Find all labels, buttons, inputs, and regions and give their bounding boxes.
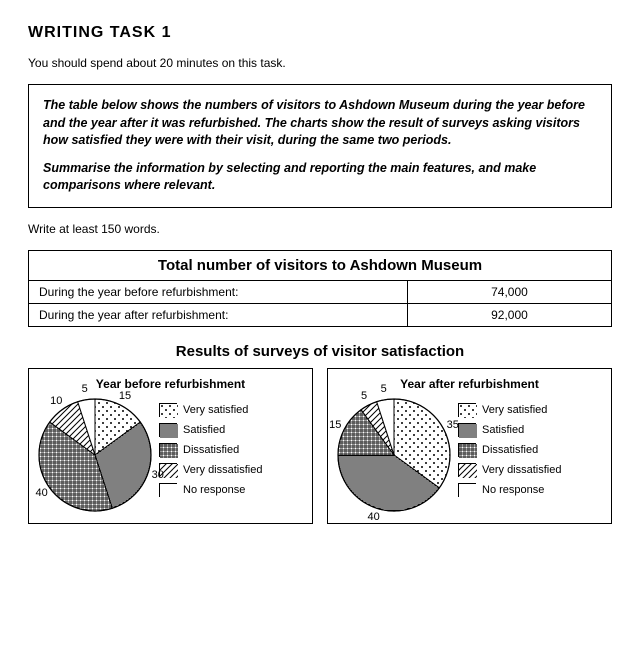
slice-label: 5 [361, 390, 367, 402]
slice-label: 40 [35, 487, 47, 499]
legend: Very satisfied Satisfied Dissatisfied Very … [458, 397, 603, 503]
slice-label: 30 [152, 469, 164, 481]
pie-chart: 153040105 [37, 397, 153, 513]
legend-swatch [159, 423, 177, 437]
slice-label: 5 [381, 383, 387, 395]
legend-swatch [458, 463, 476, 477]
chart-panel: Year before refurbishment15 30 40 10 5 Very s… [28, 368, 313, 524]
table-cell-value: 92,000 [407, 303, 611, 326]
page-title: WRITING TASK 1 [28, 24, 612, 42]
charts-row: Year before refurbishment153040105Very s… [28, 368, 612, 524]
legend-label: Very satisfied [482, 404, 547, 416]
legend-label: Very satisfied [183, 404, 248, 416]
slice-label: 5 [82, 383, 88, 395]
legend-label: Very dissatisfied [183, 464, 262, 476]
legend-swatch [159, 403, 177, 417]
legend-label: No response [183, 484, 245, 496]
legend-item: No response [159, 483, 304, 497]
legend-label: Dissatisfied [183, 444, 239, 456]
legend-swatch [458, 443, 476, 457]
legend-item: Very dissatisfied [159, 463, 304, 477]
table-cell-value: 74,000 [407, 280, 611, 303]
legend-swatch [159, 483, 177, 497]
legend-swatch [159, 443, 177, 457]
slice-label: 35 [447, 419, 459, 431]
task-description-box: The table below shows the numbers of vis… [28, 84, 612, 208]
legend-item: Very satisfied [159, 403, 304, 417]
time-note: You should spend about 20 minutes on thi… [28, 56, 612, 70]
legend-label: Satisfied [183, 424, 225, 436]
table-cell-label: During the year before refurbishment: [29, 280, 408, 303]
chart-panel-title: Year before refurbishment [37, 377, 304, 391]
legend-item: Dissatisfied [159, 443, 304, 457]
legend-label: Very dissatisfied [482, 464, 561, 476]
legend-swatch [458, 403, 476, 417]
legend-item: Very dissatisfied [458, 463, 603, 477]
word-count-note: Write at least 150 words. [28, 222, 612, 236]
legend-item: Satisfied [159, 423, 304, 437]
task-paragraph-1: The table below shows the numbers of vis… [43, 97, 597, 150]
legend-swatch [458, 423, 476, 437]
table-row: During the year before refurbishment:74,… [29, 280, 612, 303]
legend: Very satisfied Satisfied Dissatisfied Very … [159, 397, 304, 503]
chart-panel: Year after refurbishment35401555Very sat… [327, 368, 612, 524]
legend-label: No response [482, 484, 544, 496]
table-row: During the year after refurbishment:92,0… [29, 303, 612, 326]
legend-item: No response [458, 483, 603, 497]
slice-label: 40 [367, 511, 379, 523]
survey-title: Results of surveys of visitor satisfacti… [28, 343, 612, 360]
slice-label: 15 [119, 390, 131, 402]
legend-item: Satisfied [458, 423, 603, 437]
pie-chart: 35401555 [336, 397, 452, 513]
chart-panel-title: Year after refurbishment [336, 377, 603, 391]
legend-label: Satisfied [482, 424, 524, 436]
legend-swatch [458, 483, 476, 497]
slice-label: 15 [329, 419, 341, 431]
legend-label: Dissatisfied [482, 444, 538, 456]
legend-item: Very satisfied [458, 403, 603, 417]
visitors-table-title: Total number of visitors to Ashdown Muse… [28, 250, 612, 280]
visitors-table: Total number of visitors to Ashdown Muse… [28, 250, 612, 327]
task-paragraph-2: Summarise the information by selecting a… [43, 160, 597, 195]
legend-item: Dissatisfied [458, 443, 603, 457]
table-cell-label: During the year after refurbishment: [29, 303, 408, 326]
slice-label: 10 [50, 395, 62, 407]
